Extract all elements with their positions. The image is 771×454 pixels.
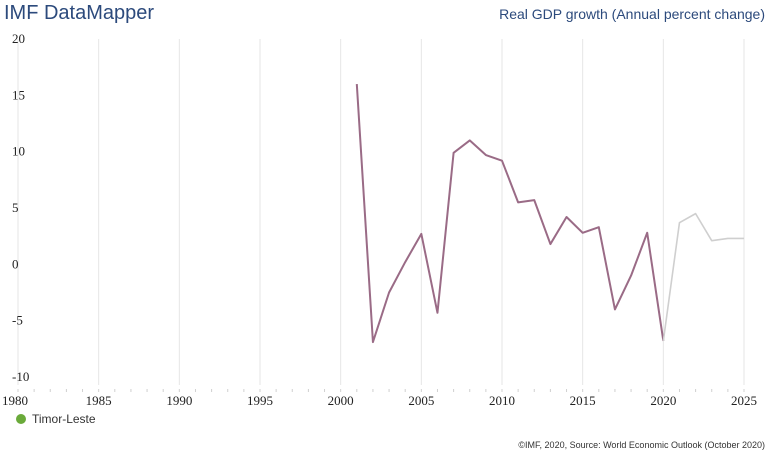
x-tick-label: 2000: [328, 393, 354, 408]
grid-lines: [17, 39, 745, 392]
x-tick-label: 2010: [489, 393, 515, 408]
x-tick-label: 2025: [731, 393, 757, 408]
y-tick-label: -10: [12, 369, 29, 384]
x-tick-label: 1990: [166, 393, 192, 408]
y-tick-label: 5: [12, 200, 19, 215]
brand-title: IMF DataMapper: [4, 2, 155, 24]
y-tick-label: 0: [12, 256, 19, 271]
chart-title: Real GDP growth (Annual percent change): [499, 6, 765, 22]
series-lines: [355, 84, 744, 344]
x-tick-label: 1980: [2, 393, 28, 408]
x-tick-label: 2020: [650, 393, 676, 408]
y-tick-label: -5: [12, 313, 23, 328]
y-tick-label: 10: [12, 144, 25, 159]
source-note: ©IMF, 2020, Source: World Economic Outlo…: [518, 440, 765, 450]
projection-line[interactable]: [662, 212, 744, 342]
x-tick-label: 2015: [570, 393, 596, 408]
legend-label: Timor-Leste: [32, 412, 96, 426]
y-tick-label: 20: [12, 31, 25, 46]
legend-dot-icon: [16, 414, 26, 424]
x-tick-label: 1995: [247, 393, 273, 408]
x-tick-label: 1985: [86, 393, 112, 408]
y-tick-label: 15: [12, 87, 25, 102]
legend[interactable]: Timor-Leste: [16, 412, 96, 426]
y-axis-ticks: 20 15 10 5 0 -5 -10: [12, 31, 29, 384]
x-axis-ticks: 1980 1985 1990 1995 2000 2005 2010 2015 2020 2025: [2, 393, 757, 408]
x-tick-label: 2005: [408, 393, 434, 408]
series-line[interactable]: [355, 84, 665, 344]
